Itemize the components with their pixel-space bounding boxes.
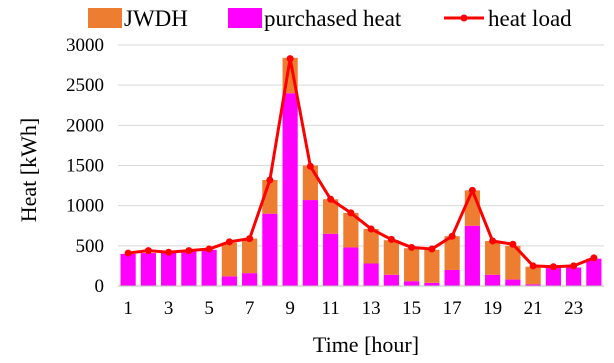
y-tick-label: 2000 xyxy=(66,115,104,136)
bar-jwdh xyxy=(242,238,258,274)
bar-jwdh xyxy=(383,240,399,275)
legend-label-jwdh: JWDH xyxy=(124,6,188,31)
x-tick-labels: 1 3 5 7 9 11 13 15 17 19 21 23 xyxy=(123,298,583,319)
legend-label-purchased-heat: purchased heat xyxy=(264,6,402,31)
bar-jwdh xyxy=(505,245,521,280)
heat-load-point xyxy=(367,225,375,233)
bar-jwdh xyxy=(323,199,339,234)
bar-jwdh xyxy=(444,236,460,270)
legend-swatch-purchased-heat xyxy=(228,8,262,28)
heat-load-point xyxy=(387,235,395,243)
y-tick-label: 1000 xyxy=(66,196,104,217)
heat-load-point xyxy=(246,235,254,243)
bar-purchased-heat xyxy=(566,267,582,286)
heat-load-point xyxy=(448,232,456,240)
x-tick-label: 15 xyxy=(402,298,421,319)
bar-purchased-heat xyxy=(586,258,602,286)
y-tick-label: 500 xyxy=(76,236,105,257)
bar-jwdh xyxy=(343,212,359,248)
heat-load-point xyxy=(590,254,598,262)
bar-purchased-heat xyxy=(363,263,379,286)
x-tick-label: 9 xyxy=(285,298,295,319)
bar-purchased-heat xyxy=(161,252,177,286)
y-tick-label: 2500 xyxy=(66,75,104,96)
heat-load-point xyxy=(570,262,578,270)
bar-jwdh xyxy=(424,249,440,283)
bar-purchased-heat xyxy=(221,276,237,286)
bar-purchased-heat xyxy=(120,253,136,286)
bar-jwdh xyxy=(485,241,501,275)
heat-load-point xyxy=(428,245,436,253)
bar-purchased-heat xyxy=(464,225,480,286)
bar-purchased-heat xyxy=(140,253,156,286)
bar-purchased-heat xyxy=(424,282,440,286)
bar-purchased-heat xyxy=(282,93,298,286)
bar-purchased-heat xyxy=(545,267,561,286)
x-tick-label: 3 xyxy=(164,298,174,319)
bar-purchased-heat xyxy=(525,284,541,286)
bar-purchased-heat xyxy=(323,233,339,286)
bar-jwdh xyxy=(525,266,541,285)
x-tick-label: 1 xyxy=(123,298,133,319)
heat-load-point xyxy=(468,186,476,194)
x-tick-label: 17 xyxy=(443,298,462,319)
heat-load-point xyxy=(408,243,416,251)
heat-load-line xyxy=(124,55,598,271)
heat-load-point xyxy=(185,247,193,255)
y-tick-label: 0 xyxy=(95,276,105,297)
bar-purchased-heat xyxy=(181,251,197,286)
bar-jwdh xyxy=(302,165,318,201)
heat-load-point xyxy=(165,248,173,256)
heat-load-point xyxy=(347,209,355,217)
x-tick-label: 19 xyxy=(483,298,502,319)
heat-load-point xyxy=(509,240,517,248)
heat-load-point xyxy=(124,249,132,257)
y-tick-label: 1500 xyxy=(66,156,104,177)
bar-purchased-heat xyxy=(505,279,521,286)
bar-purchased-heat xyxy=(302,200,318,286)
x-tick-label: 11 xyxy=(321,298,339,319)
heat-load-point xyxy=(529,262,537,270)
heat-load-point xyxy=(225,238,233,246)
bar-purchased-heat xyxy=(404,281,420,286)
y-axis-title: Heat [kWh] xyxy=(16,118,41,222)
bar-jwdh xyxy=(363,228,379,264)
x-tick-label: 23 xyxy=(564,298,583,319)
heat-load-point xyxy=(205,245,213,253)
y-tick-label: 3000 xyxy=(66,35,104,56)
heat-load-point xyxy=(144,247,152,255)
gridlines xyxy=(118,44,604,247)
heat-load-point xyxy=(549,263,557,271)
heat-load-point xyxy=(327,195,335,203)
x-tick-label: 7 xyxy=(245,298,255,319)
x-axis-title: Time [hour] xyxy=(313,332,419,357)
bar-purchased-heat xyxy=(444,269,460,286)
heat-load-point xyxy=(489,237,497,245)
bar-purchased-heat xyxy=(485,274,501,286)
heat-load-polyline xyxy=(127,57,595,269)
bar-purchased-heat xyxy=(383,274,399,286)
bar-jwdh xyxy=(221,242,237,277)
bar-jwdh xyxy=(404,248,420,282)
legend: JWDH purchased heat heat load xyxy=(88,6,572,31)
y-tick-labels: 0 500 1000 1500 2000 2500 3000 xyxy=(66,35,104,297)
bar-jwdh xyxy=(464,190,480,226)
bar-purchased-heat xyxy=(242,273,258,286)
bar-purchased-heat xyxy=(343,247,359,286)
x-tick-label: 5 xyxy=(204,298,214,319)
x-tick-label: 21 xyxy=(524,298,543,319)
bar-purchased-heat xyxy=(262,213,278,286)
bar-purchased-heat xyxy=(201,249,217,286)
heat-load-point xyxy=(286,55,294,63)
heat-load-point xyxy=(266,176,274,184)
legend-swatch-jwdh xyxy=(88,8,122,28)
legend-marker-heat-load xyxy=(460,14,468,22)
x-tick-label: 13 xyxy=(362,298,381,319)
heat-load-point xyxy=(306,162,314,170)
legend-label-heat-load: heat load xyxy=(488,6,572,31)
